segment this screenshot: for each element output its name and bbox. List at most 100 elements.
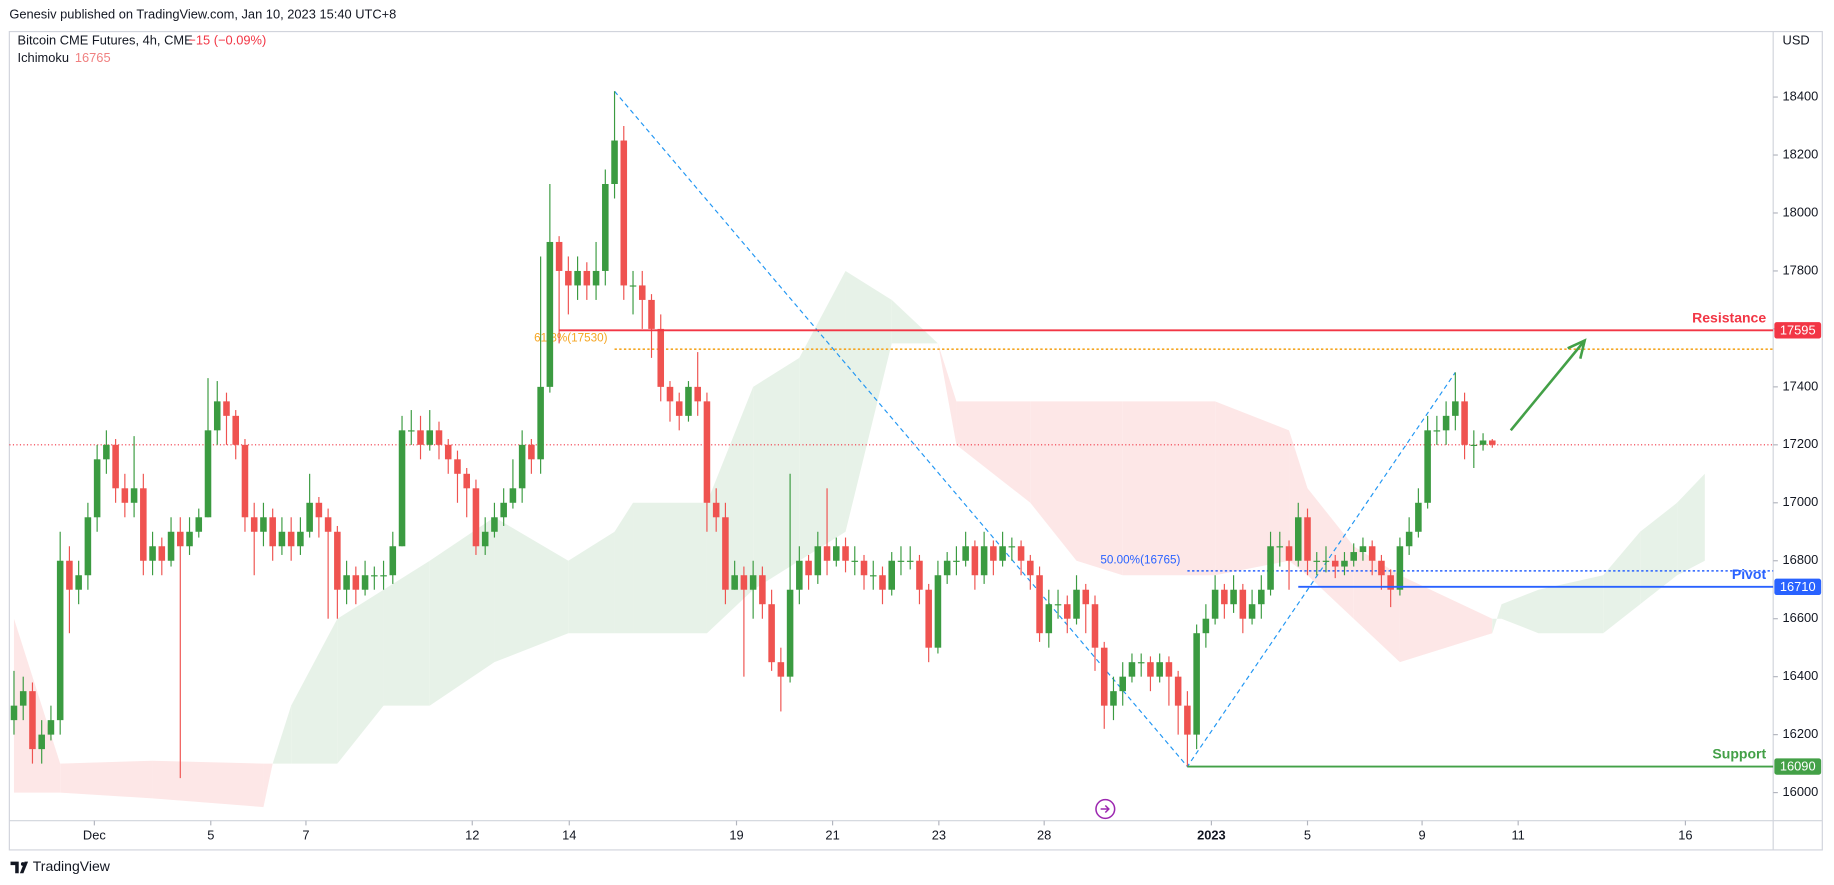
candle-body — [1313, 560, 1321, 562]
candle-body — [1221, 589, 1228, 605]
candle-body — [1424, 430, 1431, 503]
candle-body — [934, 575, 942, 648]
candle-body — [971, 546, 979, 576]
y-tick-label: 17400 — [1783, 378, 1819, 393]
candle-body — [759, 575, 766, 605]
candle-body — [685, 386, 692, 416]
candle-body — [426, 430, 434, 445]
x-tick-label: 21 — [825, 827, 839, 842]
candle-body — [1258, 589, 1265, 605]
ichimoku-cloud — [1353, 546, 1400, 663]
candle-body — [962, 546, 969, 561]
candle-body — [306, 502, 313, 532]
candle-body — [999, 546, 1006, 561]
candle-body — [481, 531, 489, 547]
x-tick-label: Dec — [83, 827, 106, 842]
candle-body — [555, 241, 563, 271]
ichimoku-cloud — [337, 589, 384, 764]
candle-body — [657, 328, 665, 387]
candle-body — [93, 459, 101, 518]
candle-body — [712, 502, 720, 518]
candle-body — [204, 430, 212, 518]
candle-body — [260, 517, 267, 532]
candle-body — [454, 459, 461, 474]
candle-body — [38, 734, 45, 750]
candle-body — [232, 415, 240, 445]
candle-body — [1276, 546, 1284, 548]
candle-body — [1239, 589, 1247, 619]
candle-body — [1387, 575, 1394, 590]
y-tick-label: 17800 — [1783, 262, 1819, 277]
publisher: Genesiv published on TradingView.com, Ja… — [9, 7, 396, 22]
candle-body — [694, 386, 701, 402]
candle-body — [19, 691, 27, 706]
candle-body — [1008, 546, 1016, 548]
candle-body — [1304, 517, 1311, 561]
y-tick-label: 17200 — [1783, 436, 1819, 451]
candle-body — [860, 560, 868, 576]
x-tick-label: 14 — [562, 827, 576, 842]
ichimoku-cloud — [429, 517, 495, 706]
ichimoku-cloud — [614, 502, 634, 634]
candle-body — [1119, 676, 1126, 692]
candle-body — [796, 560, 803, 590]
y-tick-label: 17000 — [1783, 494, 1819, 509]
y-tick-label: 18000 — [1783, 204, 1819, 219]
candle-body — [167, 531, 175, 561]
x-tick-label: 16 — [1678, 827, 1692, 842]
candle-body — [223, 401, 230, 416]
candle-body — [1137, 662, 1145, 664]
candle-body — [1036, 575, 1043, 634]
candle-body — [1489, 440, 1496, 445]
candle-body — [10, 705, 18, 721]
ichimoku-cloud — [753, 357, 800, 590]
y-tick-label: 18400 — [1783, 88, 1819, 103]
candle-body — [592, 270, 600, 286]
candle-body — [1045, 604, 1053, 634]
candle-body — [444, 444, 452, 460]
ichimoku-cloud — [845, 270, 892, 532]
ichimoku-cloud — [1030, 401, 1077, 561]
candle-body — [140, 488, 147, 561]
candle-body — [130, 488, 138, 503]
candle-body — [1184, 705, 1191, 735]
candle-body — [675, 401, 683, 416]
level-name: Support — [1712, 746, 1766, 762]
candle-body — [879, 575, 886, 590]
ichimoku-cloud — [706, 386, 754, 634]
candle-body — [380, 575, 387, 577]
candle-body — [47, 720, 55, 735]
candle-body — [1341, 560, 1348, 567]
x-tick-label: 9 — [1418, 827, 1425, 842]
ichimoku-cloud — [272, 705, 292, 764]
x-tick-label: 23 — [932, 827, 946, 842]
ichimoku-cloud — [1677, 473, 1705, 576]
candle-body — [1452, 401, 1459, 416]
candle-body — [29, 691, 36, 750]
fib-label: 50.00%(16765) — [1100, 553, 1180, 566]
candle-body — [417, 430, 424, 445]
candle-body — [629, 285, 637, 287]
candle-body — [1193, 633, 1200, 735]
ichimoku-cloud — [1492, 604, 1502, 634]
candle-body — [1091, 604, 1099, 648]
candle-body — [66, 560, 73, 590]
candle-body — [602, 184, 609, 271]
candle-body — [371, 575, 378, 577]
candle-body — [408, 430, 415, 432]
candle-body — [528, 444, 535, 460]
candle-body — [648, 299, 655, 329]
candle-body — [177, 531, 184, 547]
x-tick-label: 7 — [302, 827, 309, 842]
candle-body — [297, 531, 304, 547]
chart-frame — [8, 30, 1823, 851]
indicator-value: 16765 — [75, 50, 111, 65]
candle-body — [777, 662, 785, 677]
ichimoku-cloud — [1603, 531, 1641, 634]
candle-body — [1368, 546, 1376, 561]
candle-body — [1054, 604, 1062, 606]
ichimoku-cloud — [1399, 575, 1493, 663]
candle-body — [906, 560, 914, 562]
